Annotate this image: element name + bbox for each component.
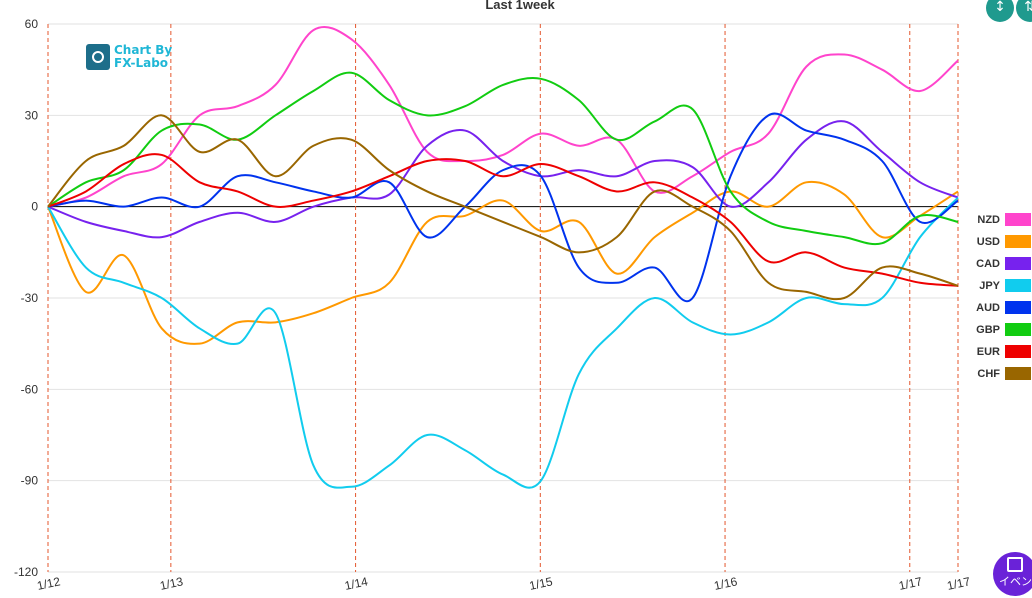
- series-line-cad: [47, 120, 959, 239]
- legend-label-cad: CAD: [976, 258, 1000, 270]
- series-line-jpy: [47, 196, 959, 489]
- y-tick-label: -90: [21, 474, 39, 488]
- x-tick-label: 1/15: [528, 574, 554, 593]
- legend-label-chf: CHF: [977, 368, 1000, 380]
- y-tick-label: -120: [14, 565, 38, 579]
- x-tick-label: 1/13: [159, 574, 185, 593]
- legend-label-aud: AUD: [976, 302, 1000, 314]
- event-calendar-button[interactable]: イベン: [993, 552, 1032, 596]
- legend-label-usd: USD: [977, 236, 1000, 248]
- logo-line1: Chart By: [114, 43, 173, 57]
- magnifier-chart-icon: [86, 44, 110, 70]
- series-line-aud: [47, 112, 959, 303]
- legend-swatch-aud: [1005, 301, 1031, 314]
- y-tick-label: 30: [25, 108, 39, 122]
- series-line-eur: [47, 153, 959, 287]
- sort-toggle-button[interactable]: ⇅: [1016, 0, 1032, 22]
- series-line-nzd: [47, 26, 959, 208]
- x-tick-label: 1/16: [713, 574, 739, 593]
- chart-by-fxlabo-logo: Chart By FX-Labo: [86, 44, 172, 70]
- legend-label-jpy: JPY: [979, 280, 1000, 292]
- legend-swatch-cad: [1005, 257, 1031, 270]
- legend-swatch-nzd: [1005, 213, 1031, 226]
- legend-swatch-jpy: [1005, 279, 1031, 292]
- logo-line2: FX-Labo: [114, 56, 169, 70]
- series-line-chf: [47, 114, 959, 301]
- x-tick-label: 1/12: [36, 574, 62, 593]
- legend-label-nzd: NZD: [977, 214, 1000, 226]
- legend-label-eur: EUR: [977, 346, 1000, 358]
- y-tick-label: -30: [21, 291, 39, 305]
- calendar-icon: [1007, 557, 1023, 572]
- chart-title: Last 1week: [485, 0, 555, 12]
- x-tick-label: 1/17: [946, 574, 972, 593]
- legend-swatch-usd: [1005, 235, 1031, 248]
- legend-label-gbp: GBP: [976, 324, 1000, 336]
- x-tick-label: 1/14: [343, 574, 369, 593]
- expand-vertical-button[interactable]: ↕: [986, 0, 1014, 22]
- legend-swatch-chf: [1005, 367, 1031, 380]
- x-tick-label: 1/17: [897, 574, 923, 593]
- legend-swatch-eur: [1005, 345, 1031, 358]
- series-line-usd: [47, 180, 959, 345]
- event-button-label: イベン: [999, 575, 1032, 588]
- y-tick-label: 0: [31, 200, 38, 214]
- y-tick-label: -60: [21, 382, 39, 396]
- series-line-gbp: [47, 71, 959, 246]
- legend-swatch-gbp: [1005, 323, 1031, 336]
- y-tick-label: 60: [25, 17, 39, 31]
